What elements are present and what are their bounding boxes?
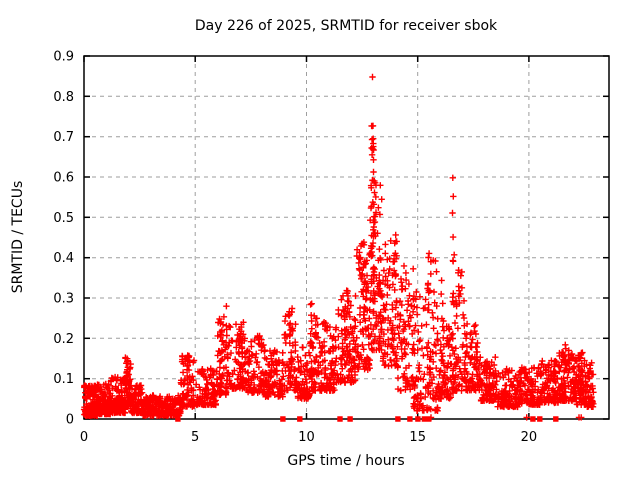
chart-title: Day 226 of 2025, SRMTID for receiver sbo… <box>195 18 498 34</box>
y-tick-label: 0.1 <box>53 372 74 387</box>
x-tick-label: 0 <box>80 430 88 445</box>
y-tick-label: 0.5 <box>53 211 74 226</box>
scatter-points-plus-markers <box>80 73 597 421</box>
y-tick-label: 0.4 <box>53 251 74 266</box>
y-tick-label: 0.3 <box>53 292 74 307</box>
x-tick-label: 5 <box>191 430 199 445</box>
y-tick-label: 0 <box>66 413 74 428</box>
y-axis-label: SRMTID / TECUs <box>10 181 26 294</box>
y-tick-label: 0.6 <box>53 171 74 186</box>
x-axis-label: GPS time / hours <box>287 453 404 469</box>
x-tick-label: 15 <box>409 430 426 445</box>
plot-border <box>83 55 610 420</box>
x-tick-label: 10 <box>298 430 315 445</box>
x-tick-label: 20 <box>521 430 538 445</box>
axis-tick-labels: 0 5 10 15 20 0 0.1 0.2 0.3 0.4 0.5 0.6 0.7 0.8 0.9 <box>53 50 537 446</box>
y-tick-label: 0.8 <box>53 90 74 105</box>
y-tick-label: 0.7 <box>53 130 74 145</box>
y-tick-label: 0.2 <box>53 332 74 347</box>
y-tick-label: 0.9 <box>53 50 74 65</box>
